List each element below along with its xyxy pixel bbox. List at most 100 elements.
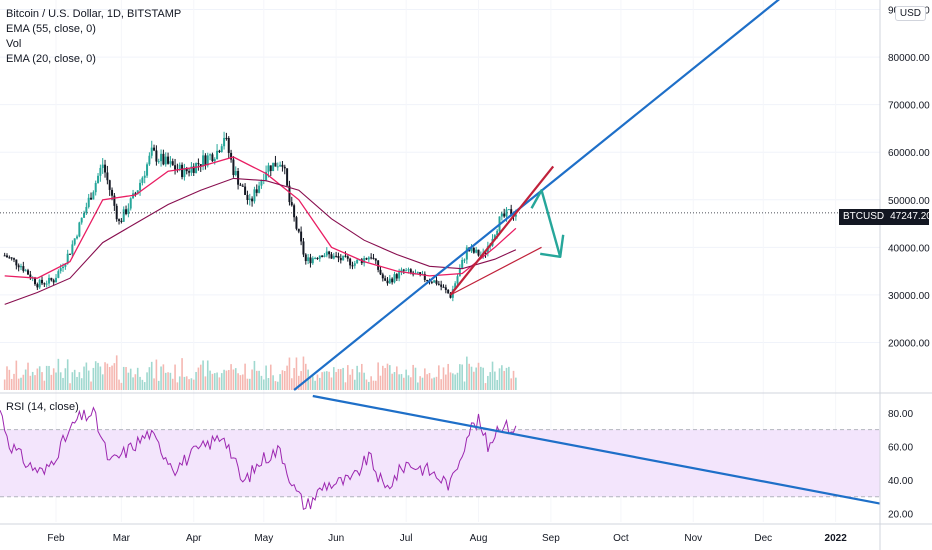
volume-bar [139,376,141,390]
time-axis-label: Nov [684,533,702,544]
volume-bar [24,369,27,390]
volume-bar [283,370,286,390]
volume-bar [15,360,18,390]
volume-bar [515,377,517,390]
candle-body [171,161,174,166]
volume-bar [62,377,64,390]
candle-body [20,266,23,268]
volume-bar [253,360,256,390]
volume-bar [293,368,295,390]
volume-bar [456,372,459,390]
candle-body [183,167,186,178]
candle-body [134,193,137,195]
volume-bar [501,365,503,390]
volume-bar [494,371,496,390]
volume-bar [314,380,316,390]
time-axis-label: Oct [613,533,629,544]
volume-bar [99,366,102,390]
volume-bar [192,379,195,390]
candle-body [10,257,13,259]
candle-body [192,166,195,173]
volume-bar [34,375,36,390]
volume-bar [174,364,176,390]
volume-bar [503,370,505,390]
volume-bar [218,377,221,390]
volume-bar [344,382,347,390]
legend-vol[interactable]: Vol [6,38,22,50]
volume-bar [302,356,305,390]
candle-body [419,272,422,275]
legend-ema55[interactable]: EMA (55, close, 0) [6,23,96,35]
candle-body [209,154,212,156]
candle-body [435,280,438,284]
volume-bar [279,374,281,390]
candle-body [286,168,289,186]
rsi-line [0,406,517,511]
volume-bar [234,368,237,390]
volume-bar [239,375,242,390]
volume-bar [258,370,260,390]
volume-bar [90,381,92,390]
volume-bar [255,370,258,390]
candle-body [335,255,338,257]
price-axis-label: 40000.00 [888,243,930,254]
candle-body [297,228,300,232]
volume-bar [424,368,426,390]
candle-body [211,154,214,162]
legend-ema20[interactable]: EMA (20, close, 0) [6,53,96,65]
volume-bar [171,378,174,390]
volume-bar [104,362,106,390]
candle-body [405,270,408,272]
volume-bar [288,357,291,390]
volume-bar [459,364,461,390]
volume-bar [300,371,302,390]
volume-bar [141,379,144,390]
volume-bar [216,372,218,390]
candle-body [465,247,468,260]
candle-body [167,156,170,164]
candle-body [311,258,314,264]
volume-bar [213,373,216,390]
candle-body [73,238,76,245]
candle-body [106,172,109,181]
candle-body [143,175,146,178]
price-axis-label: 30000.00 [888,291,930,302]
volume-bar [80,378,83,390]
rsi-legend[interactable]: RSI (14, close) [6,401,79,413]
currency-button[interactable]: USD [894,6,926,21]
candle-body [104,164,107,173]
candle-body [181,164,184,178]
candle-body [213,159,216,162]
volume-bar [55,372,57,390]
volume-bar [473,371,475,390]
volume-bar [113,363,116,390]
candle-body [253,189,256,202]
candle-body [150,147,153,156]
volume-bar [346,365,349,390]
volume-bar [508,366,510,390]
time-axis-label: 2022 [825,533,848,544]
volume-bar [447,363,449,390]
candle-body [274,162,277,167]
candle-body [85,206,88,214]
legend-title[interactable]: Bitcoin / U.S. Dollar, 1D, BITSTAMP [6,8,182,20]
candle-body [218,150,221,152]
candle-body [321,255,324,257]
volume-bar [155,359,158,390]
volume-bar [3,379,6,390]
candle-body [190,166,193,173]
candle-body [64,263,67,267]
candle-body [230,152,233,160]
volume-bar [97,362,99,390]
price-tag-symbol: BTCUSD [843,211,885,222]
candle-body [437,283,440,285]
volume-bar [342,367,344,390]
candle-body [129,198,132,209]
volume-bar [92,367,95,390]
volume-bar [150,361,153,390]
candle-body [393,274,396,283]
volume-bar [438,365,440,390]
volume-bar [491,361,494,390]
volume-bar [391,373,393,390]
